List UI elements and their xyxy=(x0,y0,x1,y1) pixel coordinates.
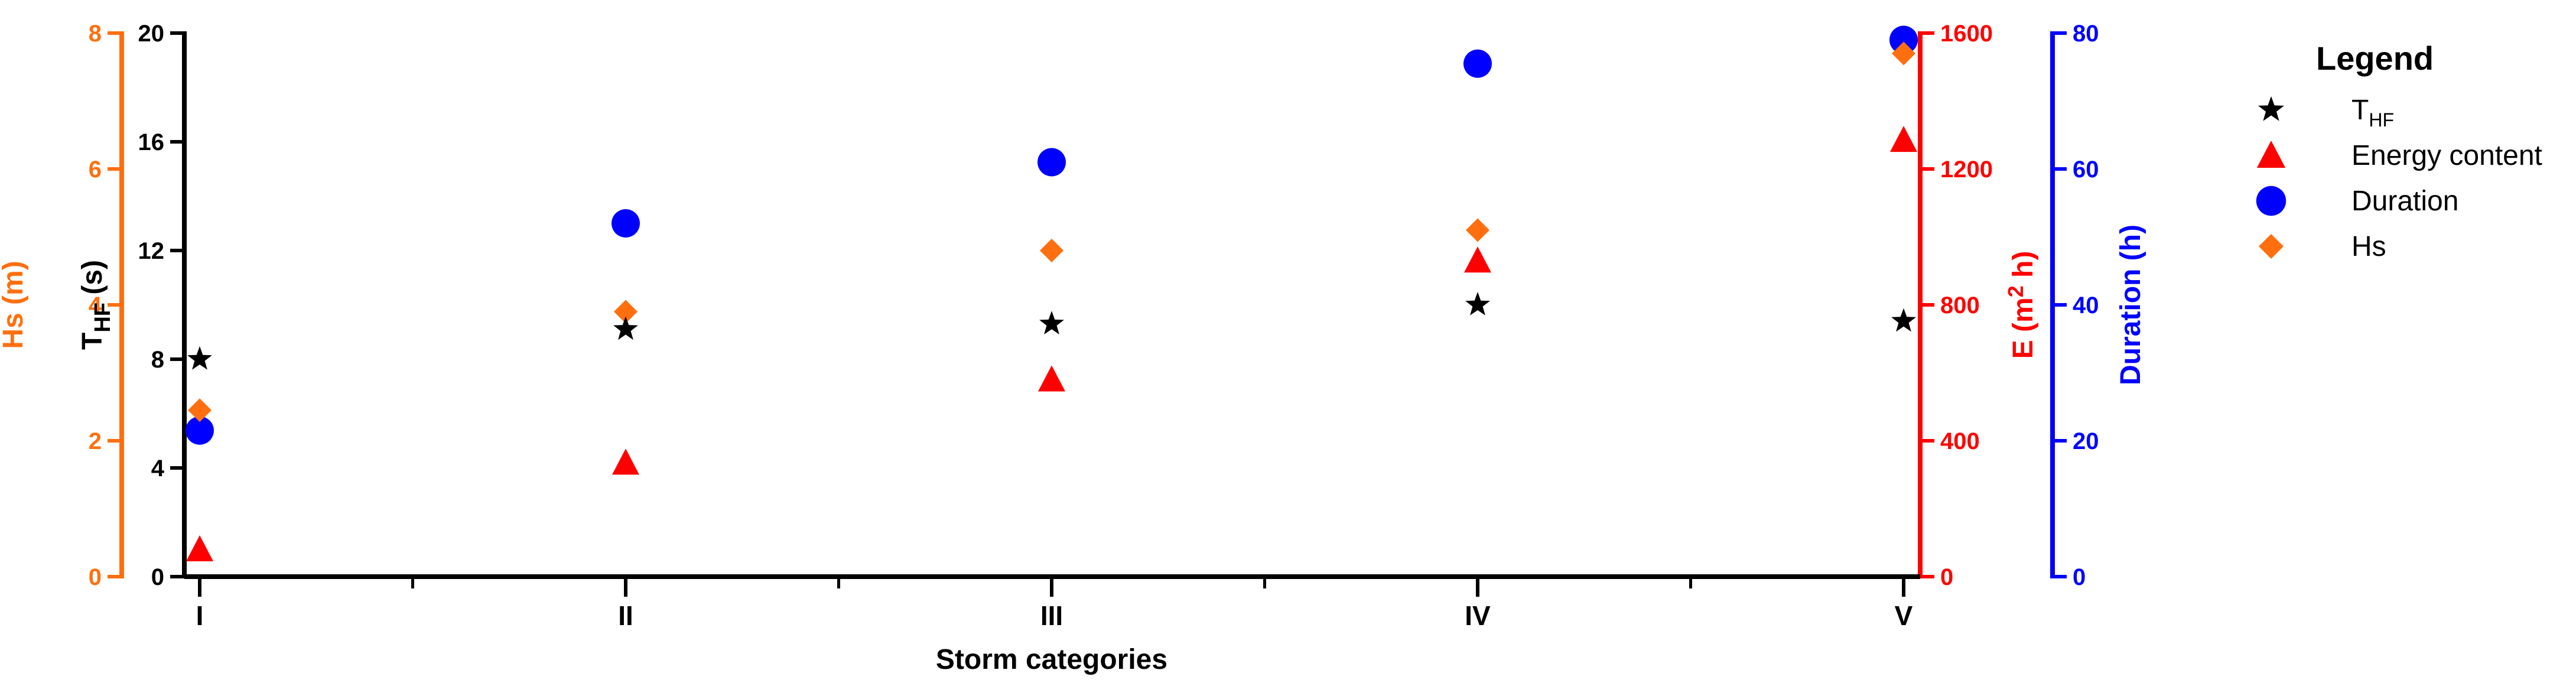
x-tick-label: III xyxy=(1040,600,1063,631)
y-tick-label-energy: 400 xyxy=(1940,428,1980,454)
x-tick-label: I xyxy=(196,600,204,631)
y-tick-label-duration: 0 xyxy=(2073,564,2086,590)
point-thf xyxy=(187,346,212,370)
legend-label-thf: THF xyxy=(2351,95,2394,131)
point-thf xyxy=(1465,292,1490,316)
legend-marker-duration xyxy=(2256,186,2286,216)
marks-layer xyxy=(186,25,1918,561)
x-tick-label: IV xyxy=(1465,600,1491,631)
y-tick-label-duration: 80 xyxy=(2073,21,2099,47)
point-hs xyxy=(188,398,212,422)
point-hs xyxy=(1040,239,1063,262)
legend-marker-energy-content xyxy=(2256,141,2286,168)
y-tick-label-thf: 0 xyxy=(151,564,164,590)
y-axis-title-energy: E (m2 h) xyxy=(2003,251,2039,359)
point-hs xyxy=(1466,218,1489,242)
legend-title: Legend xyxy=(2316,40,2434,77)
legend-marker-hs xyxy=(2259,234,2284,259)
point-energy-content xyxy=(1038,365,1065,392)
y-tick-label-hs: 4 xyxy=(89,292,102,318)
y-tick-label-energy: 0 xyxy=(1940,564,1953,590)
point-energy-content xyxy=(612,448,639,475)
point-thf xyxy=(1039,311,1064,334)
y-tick-label-hs: 0 xyxy=(89,564,102,590)
point-energy-content xyxy=(1464,246,1491,273)
point-energy-content xyxy=(186,535,213,561)
point-duration xyxy=(1889,25,1918,54)
y-tick-label-hs: 6 xyxy=(89,157,102,183)
point-energy-content xyxy=(1890,126,1917,152)
y-tick-label-energy: 800 xyxy=(1940,292,1980,318)
y-tick-label-hs: 2 xyxy=(89,428,102,454)
point-hs xyxy=(614,300,638,324)
legend-marker-thf xyxy=(2258,96,2284,121)
y-tick-label-thf: 12 xyxy=(138,238,165,264)
y-tick-label-thf: 8 xyxy=(151,347,164,373)
y-tick-label-thf: 16 xyxy=(138,129,165,155)
legend-label-duration: Duration xyxy=(2351,186,2458,217)
point-duration xyxy=(186,416,214,445)
y-tick-label-duration: 60 xyxy=(2073,157,2099,183)
point-duration xyxy=(1037,148,1066,177)
point-thf xyxy=(1891,308,1916,332)
x-axis-title: Storm categories xyxy=(936,644,1167,675)
y-tick-label-energy: 1600 xyxy=(1940,21,1993,47)
y-axis-title-thf: THF (s) xyxy=(77,260,115,350)
y-tick-label-thf: 20 xyxy=(138,21,165,47)
legend-label-energy-content: Energy content xyxy=(2351,140,2542,171)
y-axis-title-duration: Duration (h) xyxy=(2115,225,2146,385)
y-tick-label-energy: 1200 xyxy=(1940,157,1993,183)
point-duration xyxy=(612,209,640,238)
y-tick-label-thf: 4 xyxy=(151,456,165,482)
point-duration xyxy=(1463,49,1492,78)
y-tick-label-duration: 20 xyxy=(2073,428,2099,454)
legend-label-hs: Hs xyxy=(2351,231,2386,262)
x-tick-label: V xyxy=(1895,600,1913,631)
y-tick-label-hs: 8 xyxy=(89,21,102,47)
y-tick-label-duration: 40 xyxy=(2073,292,2099,318)
y-axis-title-hs: Hs (m) xyxy=(0,261,29,349)
x-tick-label: II xyxy=(618,600,633,631)
legend: Legend THF Energy content Duration Hs xyxy=(2256,40,2542,262)
point-thf xyxy=(613,316,638,340)
point-hs xyxy=(1892,41,1915,66)
